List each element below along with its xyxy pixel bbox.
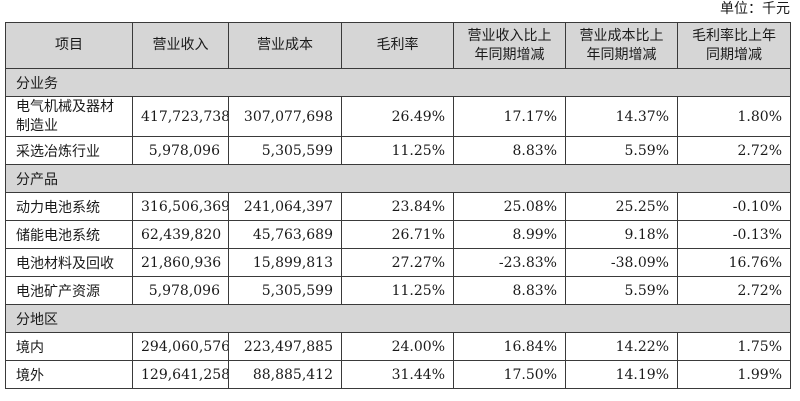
cell-gross-margin: 26.49% xyxy=(341,96,454,137)
cell-cost: 5,305,599 xyxy=(228,136,342,165)
cell-revenue: 5,978,096 xyxy=(132,276,229,305)
header-revenue-yoy: 营业收入比上 年同期增减 xyxy=(453,22,566,69)
cell-cost: 241,064,397 xyxy=(228,192,342,221)
table-row: 境外 129,641,258 88,885,412 31.44% 17.50% … xyxy=(5,360,791,389)
header-row: 项目 营业收入 营业成本 毛利率 营业收入比上 年同期增减 营业成本比上 年同期增减… xyxy=(5,22,791,69)
cell-cost-yoy: 14.37% xyxy=(565,96,678,137)
header-cost: 营业成本 xyxy=(228,22,342,69)
cell-revenue: 417,723,738 xyxy=(132,96,229,137)
cell-revenue-yoy: -23.83% xyxy=(453,248,566,277)
cell-margin-yoy: -0.10% xyxy=(677,192,791,221)
cell-revenue-yoy: 8.83% xyxy=(453,136,566,165)
section-row-product: 分产品 xyxy=(5,164,791,193)
table-row: 动力电池系统 316,506,369 241,064,397 23.84% 25… xyxy=(5,192,791,221)
cell-cost: 45,763,689 xyxy=(228,220,342,249)
cell-cost: 307,077,698 xyxy=(228,96,342,137)
cell-revenue: 294,060,576 xyxy=(132,332,229,361)
cell-cost: 88,885,412 xyxy=(228,360,342,389)
header-gross-margin: 毛利率 xyxy=(341,22,454,69)
row-item: 储能电池系统 xyxy=(5,220,133,249)
section-title: 分业务 xyxy=(5,68,791,97)
cell-margin-yoy: 2.72% xyxy=(677,276,791,305)
cell-cost: 5,305,599 xyxy=(228,276,342,305)
cell-revenue-yoy: 16.84% xyxy=(453,332,566,361)
cell-revenue: 5,978,096 xyxy=(132,136,229,165)
header-cost-yoy: 营业成本比上 年同期增减 xyxy=(565,22,678,69)
cell-revenue: 129,641,258 xyxy=(132,360,229,389)
row-item: 电池材料及回收 xyxy=(5,248,133,277)
row-item: 采选冶炼行业 xyxy=(5,136,133,165)
cell-revenue-yoy: 8.83% xyxy=(453,276,566,305)
cell-cost-yoy: 14.19% xyxy=(565,360,678,389)
cell-cost-yoy: 25.25% xyxy=(565,192,678,221)
cell-cost-yoy: 14.22% xyxy=(565,332,678,361)
cell-margin-yoy: 16.76% xyxy=(677,248,791,277)
table-row: 电气机械及器材 制造业 417,723,738 307,077,698 26.49… xyxy=(5,96,791,137)
cell-cost-yoy: 9.18% xyxy=(565,220,678,249)
revenue-table: 项目 营业收入 营业成本 毛利率 营业收入比上 年同期增减 营业成本比上 年同期增减… xyxy=(5,22,791,389)
cell-revenue: 21,860,936 xyxy=(132,248,229,277)
cell-gross-margin: 31.44% xyxy=(341,360,454,389)
cell-gross-margin: 27.27% xyxy=(341,248,454,277)
cell-gross-margin: 24.00% xyxy=(341,332,454,361)
cell-gross-margin: 11.25% xyxy=(341,276,454,305)
cell-revenue-yoy: 25.08% xyxy=(453,192,566,221)
cell-gross-margin: 11.25% xyxy=(341,136,454,165)
cell-margin-yoy: 1.80% xyxy=(677,96,791,137)
section-title: 分地区 xyxy=(5,304,791,333)
row-item: 动力电池系统 xyxy=(5,192,133,221)
table-row: 电池材料及回收 21,860,936 15,899,813 27.27% -23… xyxy=(5,248,791,277)
unit-label: 单位：千元 xyxy=(720,1,790,17)
row-item: 境外 xyxy=(5,360,133,389)
cell-revenue-yoy: 17.50% xyxy=(453,360,566,389)
cell-revenue-yoy: 17.17% xyxy=(453,96,566,137)
table-row: 采选冶炼行业 5,978,096 5,305,599 11.25% 8.83% … xyxy=(5,136,791,165)
cell-cost-yoy: 5.59% xyxy=(565,276,678,305)
cell-margin-yoy: -0.13% xyxy=(677,220,791,249)
cell-cost: 223,497,885 xyxy=(228,332,342,361)
cell-gross-margin: 26.71% xyxy=(341,220,454,249)
table-row: 境内 294,060,576 223,497,885 24.00% 16.84%… xyxy=(5,332,791,361)
section-title: 分产品 xyxy=(5,164,791,193)
header-margin-yoy: 毛利率比上年 同期增减 xyxy=(677,22,791,69)
cell-margin-yoy: 1.99% xyxy=(677,360,791,389)
cell-revenue-yoy: 8.99% xyxy=(453,220,566,249)
table-row: 储能电池系统 62,439,820 45,763,689 26.71% 8.99… xyxy=(5,220,791,249)
header-item: 项目 xyxy=(5,22,133,69)
cell-margin-yoy: 1.75% xyxy=(677,332,791,361)
cell-gross-margin: 23.84% xyxy=(341,192,454,221)
row-item: 境内 xyxy=(5,332,133,361)
row-item: 电池矿产资源 xyxy=(5,276,133,305)
section-row-region: 分地区 xyxy=(5,304,791,333)
cell-revenue: 316,506,369 xyxy=(132,192,229,221)
cell-revenue: 62,439,820 xyxy=(132,220,229,249)
row-item: 电气机械及器材 制造业 xyxy=(5,96,133,137)
section-row-business: 分业务 xyxy=(5,68,791,97)
header-revenue: 营业收入 xyxy=(132,22,229,69)
cell-cost-yoy: -38.09% xyxy=(565,248,678,277)
cell-cost-yoy: 5.59% xyxy=(565,136,678,165)
table-row: 电池矿产资源 5,978,096 5,305,599 11.25% 8.83% … xyxy=(5,276,791,305)
cell-margin-yoy: 2.72% xyxy=(677,136,791,165)
cell-cost: 15,899,813 xyxy=(228,248,342,277)
